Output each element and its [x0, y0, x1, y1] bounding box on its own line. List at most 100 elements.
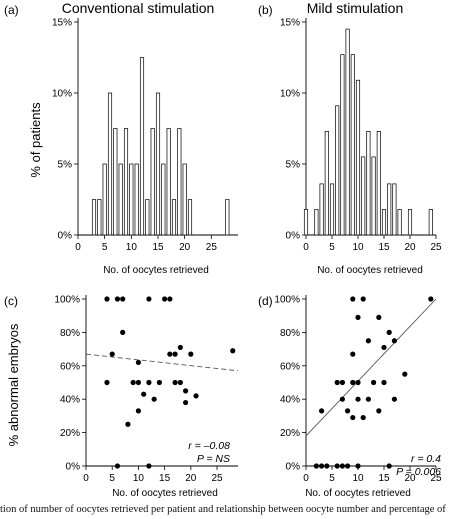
- panel-c-y-tick-label: 0%: [66, 462, 81, 473]
- panel-label-d: (d): [258, 294, 273, 308]
- panel-c-data-point: [135, 359, 142, 366]
- panel-a-bar: [123, 128, 129, 236]
- panel-c-data-point: [146, 463, 152, 469]
- panel-c-p-annotation: P = NS: [197, 453, 230, 465]
- panel-c-data-point: [182, 388, 189, 394]
- panel-b-x-tick-label: 15: [378, 242, 390, 253]
- panel-b-bar: [397, 209, 402, 236]
- panel-b-bar: [376, 130, 381, 236]
- panel-d-data-point: [334, 379, 340, 386]
- panel-a-bar: [102, 163, 107, 236]
- y-axis-label-bottom: % abnormal embryos: [6, 323, 21, 446]
- panel-a-bar: [225, 199, 230, 236]
- panel-a-bar: [97, 199, 102, 236]
- panel-d-x-tick-label: 20: [404, 473, 416, 484]
- panel-b-bar: [392, 183, 397, 236]
- panel-b-title: Mild stimulation: [307, 0, 403, 16]
- panel-c-data-point: [172, 379, 178, 386]
- panel-b-bar: [335, 105, 340, 236]
- panel-d-x-tick-label: 0: [303, 473, 309, 484]
- panel-d-data-point: [428, 296, 434, 302]
- panel-c-x-tick-label: 10: [133, 473, 145, 484]
- panel-a-bar: [134, 163, 139, 236]
- panel-b-bar: [350, 54, 355, 236]
- panel-a-x-tick-label: 25: [206, 242, 218, 253]
- panel-a-bar: [177, 128, 182, 236]
- panel-d-data-point: [371, 379, 377, 386]
- panel-c-y-tick-label: 80%: [60, 328, 80, 339]
- panel-a-y-tick-label: 5%: [58, 160, 73, 171]
- panel-b-y-tick-label: 5%: [286, 160, 301, 171]
- panel-c-data-point: [167, 351, 173, 357]
- panel-d-data-point: [350, 296, 356, 302]
- panel-d-data-point: [339, 463, 345, 469]
- panel-b-bar: [319, 183, 324, 236]
- panel-d-y-tick-label: 0%: [286, 462, 301, 473]
- panel-d-data-point: [355, 379, 361, 386]
- panel-c-data-point: [120, 296, 126, 302]
- panel-c-data-point: [114, 296, 121, 302]
- panel-d-x-tick-label: 10: [352, 473, 364, 484]
- panel-d-data-point: [339, 396, 345, 402]
- panel-a-bar: [139, 57, 145, 236]
- panel-a-bar: [182, 163, 187, 236]
- panel-label-c: (c): [4, 294, 18, 308]
- panel-b-x-axis-label: No. of oocytes retrieved: [317, 265, 423, 276]
- panel-c-data-point: [146, 379, 152, 386]
- panel-d-y-tick-label: 80%: [280, 328, 300, 339]
- panel-d-p-annotation: P = 0.006: [396, 466, 441, 478]
- panel-d-data-point: [386, 329, 392, 335]
- panel-b-bar: [361, 156, 366, 236]
- panel-a-y-tick-label: 10%: [52, 89, 72, 100]
- panel-d-y-tick-label: 20%: [280, 428, 300, 439]
- panel-c-data-point: [141, 391, 147, 397]
- panel-d-data-point: [391, 396, 397, 402]
- panel-c-data-point: [172, 351, 178, 357]
- panel-d-data-point: [334, 463, 340, 469]
- panel-a-bar: [145, 199, 150, 236]
- panel-c-data-point: [135, 379, 142, 386]
- panel-a-title: Conventional stimulation: [62, 0, 215, 16]
- panel-a-bar: [113, 128, 118, 236]
- panel-d-r-annotation: r = 0.4: [411, 453, 441, 465]
- panel-c-data-point: [162, 296, 168, 302]
- panel-d-data-point: [339, 379, 345, 386]
- panel-d-trendline: [305, 298, 437, 437]
- panel-c-data-point: [156, 379, 162, 386]
- panel-d-data-point: [376, 408, 382, 414]
- panel-c-x-tick-label: 15: [159, 473, 171, 484]
- panel-c-data-point: [177, 344, 183, 351]
- panel-d-data-point: [386, 463, 392, 469]
- panel-b-bar: [371, 156, 376, 236]
- panel-d-data-point: [365, 396, 371, 402]
- panel-c-x-axis-label: No. of oocytes retrieved: [112, 488, 218, 499]
- panel-c-data-point: [182, 399, 189, 406]
- panel-b-bar: [329, 183, 335, 236]
- panel-c-data-point: [193, 393, 199, 399]
- panel-c-data-point: [167, 296, 173, 302]
- panel-a-histogram: 0% 5% 10% 15% 0 5 10 15 20 25: [52, 18, 238, 253]
- panel-c-x-tick-label: 5: [109, 473, 115, 484]
- panel-c-scatter: 0% 20% 40% 60% 80% 100% 0 5 10 15 20 25: [54, 295, 239, 484]
- panel-c-data-point: [135, 408, 142, 414]
- panel-b-x-tick-label: 0: [303, 242, 309, 253]
- panel-d-data-point: [355, 314, 361, 320]
- panel-label-b: (b): [258, 3, 273, 17]
- panel-c-y-tick-label: 40%: [60, 395, 80, 406]
- panel-c-data-point: [130, 379, 136, 386]
- panel-a-bar: [91, 199, 97, 236]
- y-axis-label-top: % of patients: [28, 102, 43, 178]
- panel-c-x-tick-label: 25: [211, 473, 223, 484]
- panel-b-bar: [387, 183, 392, 236]
- panel-d-data-point: [324, 463, 330, 469]
- panel-b-y-tick-label: 0%: [286, 231, 301, 242]
- panel-a-x-tick-label: 5: [102, 242, 108, 253]
- panel-c-data-point: [120, 329, 126, 335]
- panel-c-trendline: [85, 353, 239, 372]
- panel-d-data-point: [350, 414, 356, 421]
- panel-a-x-axis-label: No. of oocytes retrieved: [103, 265, 209, 276]
- panel-d-data-point: [360, 414, 366, 421]
- panel-d-data-point: [355, 463, 361, 469]
- panel-d-data-point: [345, 463, 351, 469]
